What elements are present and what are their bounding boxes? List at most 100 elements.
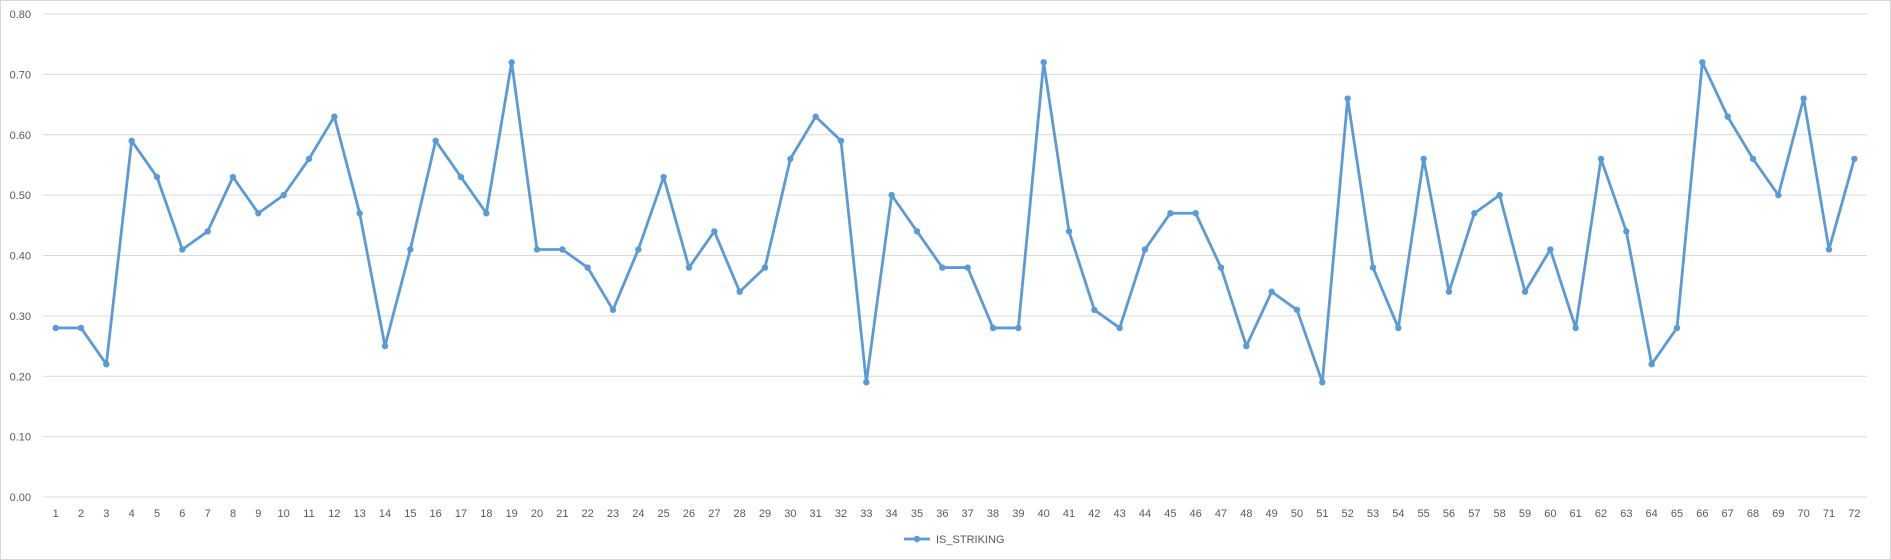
x-tick-label: 19 — [506, 508, 518, 520]
x-tick-label: 13 — [354, 508, 366, 520]
x-tick-label: 7 — [205, 508, 211, 520]
x-tick-label: 12 — [328, 508, 340, 520]
legend-marker — [913, 535, 921, 543]
x-tick-label: 71 — [1823, 508, 1835, 520]
x-tick-label: 50 — [1291, 508, 1303, 520]
x-tick-label: 47 — [1215, 508, 1227, 520]
data-point — [1445, 288, 1453, 295]
x-tick-label: 41 — [1063, 508, 1075, 520]
x-tick-label: 53 — [1367, 508, 1379, 520]
data-point — [837, 137, 845, 144]
x-tick-label: 59 — [1519, 508, 1531, 520]
x-tick-label: 55 — [1418, 508, 1430, 520]
x-tick-label: 70 — [1798, 508, 1810, 520]
x-tick-label: 33 — [860, 508, 872, 520]
x-tick-label: 46 — [1190, 508, 1202, 520]
y-tick-label: 0.30 — [10, 311, 31, 323]
x-tick-label: 30 — [784, 508, 796, 520]
data-point — [1699, 59, 1706, 66]
gridlines — [43, 13, 1867, 498]
y-tick-label: 0.50 — [10, 190, 31, 202]
x-tick-label: 23 — [607, 508, 619, 520]
x-tick-label: 5 — [154, 508, 160, 520]
data-point — [483, 210, 490, 217]
data-point — [939, 264, 946, 271]
data-point — [1420, 155, 1427, 163]
data-point — [1623, 228, 1630, 235]
x-tick-label: 43 — [1114, 508, 1126, 520]
y-tick-label: 0.70 — [10, 69, 31, 81]
x-tick-label: 35 — [911, 508, 923, 520]
x-tick-label: 3 — [103, 508, 109, 520]
x-tick-label: 68 — [1747, 508, 1759, 520]
data-point — [331, 113, 338, 120]
x-tick-label: 14 — [379, 508, 391, 520]
data-point — [204, 228, 211, 235]
data-point — [584, 264, 591, 271]
series-line-0 — [55, 60, 1856, 384]
data-point — [1800, 95, 1807, 102]
data-point — [609, 306, 617, 314]
x-tick-label: 25 — [658, 508, 670, 520]
x-tick-label: 48 — [1240, 508, 1252, 520]
x-tick-label: 4 — [129, 508, 135, 520]
x-tick-label: 51 — [1316, 508, 1328, 520]
x-tick-label: 29 — [759, 508, 771, 520]
x-tick-label: 34 — [886, 508, 898, 520]
x-tick-label: 54 — [1392, 508, 1404, 520]
x-tick-label: 15 — [404, 508, 416, 520]
y-tick-label: 0.80 — [10, 9, 31, 21]
data-point — [407, 246, 414, 253]
x-tick-label: 27 — [708, 508, 720, 520]
data-point — [685, 264, 693, 271]
data-point — [559, 246, 566, 253]
x-tick-label: 26 — [683, 508, 695, 520]
data-point — [229, 173, 237, 181]
x-axis: 1 2 3 4 5 6 7 8 9 10 11 12 13 14 15 16 17 18 19 20 21 22 23 24 2… — [53, 508, 1861, 520]
x-tick-label: 17 — [455, 508, 467, 520]
data-point — [1597, 155, 1605, 163]
data-point — [1167, 210, 1174, 217]
data-point — [179, 246, 186, 253]
x-tick-label: 63 — [1620, 508, 1632, 520]
data-point — [1319, 379, 1326, 386]
data-point — [508, 59, 515, 66]
x-tick-label: 49 — [1266, 508, 1278, 520]
x-tick-label: 69 — [1772, 508, 1784, 520]
x-tick-label: 21 — [556, 508, 568, 520]
data-point — [1825, 246, 1833, 253]
x-tick-label: 36 — [936, 508, 948, 520]
x-tick-label: 22 — [582, 508, 594, 520]
data-point — [1395, 324, 1402, 332]
data-point — [1192, 210, 1199, 217]
x-tick-label: 57 — [1468, 508, 1480, 520]
data-point — [1344, 95, 1351, 102]
y-tick-label: 0.60 — [10, 130, 31, 142]
x-tick-label: 62 — [1595, 508, 1607, 520]
data-point — [761, 264, 769, 271]
x-tick-label: 6 — [179, 508, 185, 520]
x-tick-label: 42 — [1088, 508, 1100, 520]
data-point — [305, 155, 313, 163]
data-point — [660, 173, 667, 181]
data-point — [153, 173, 161, 181]
data-point — [77, 324, 85, 332]
data-point — [356, 210, 363, 217]
data-point — [1091, 306, 1098, 314]
x-tick-label: 44 — [1139, 508, 1151, 520]
data-point — [1496, 191, 1503, 199]
legend: IS_STRIKING — [904, 534, 1004, 546]
data-point — [432, 137, 439, 144]
data-point — [635, 246, 642, 253]
data-point — [787, 155, 794, 163]
x-tick-label: 1 — [53, 508, 59, 520]
x-tick-label: 64 — [1646, 508, 1658, 520]
x-tick-label: 40 — [1038, 508, 1050, 520]
data-point — [1116, 324, 1123, 332]
x-tick-label: 16 — [430, 508, 442, 520]
data-point — [736, 288, 743, 295]
data-point — [888, 191, 895, 199]
x-tick-label: 72 — [1848, 508, 1860, 520]
data-point — [1547, 246, 1554, 253]
